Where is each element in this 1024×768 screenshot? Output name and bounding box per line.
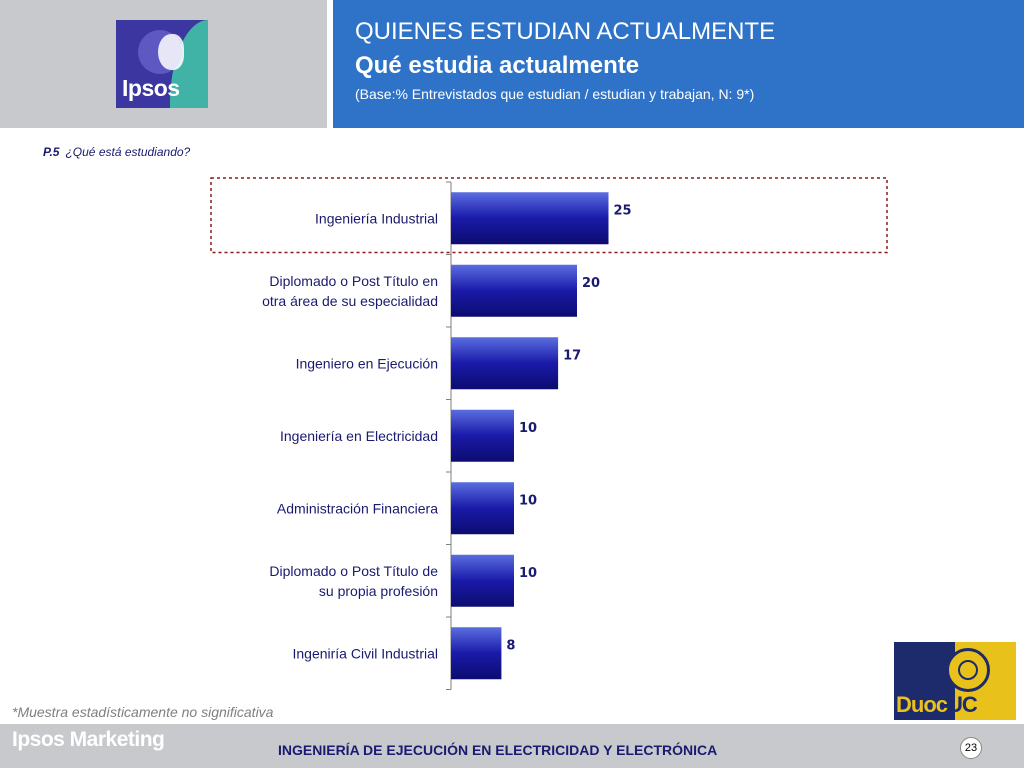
logo-head-icon — [138, 30, 184, 74]
category-label: Ingeniero en Ejecución — [296, 355, 438, 371]
data-label: 8 — [506, 638, 515, 653]
bar — [451, 554, 514, 607]
category-label: Administración Financiera — [277, 500, 438, 516]
data-label: 10 — [519, 493, 537, 508]
category-label-line: Ingeniría Civil Industrial — [292, 645, 438, 661]
category-label: Ingeniería en Electricidad — [280, 428, 438, 444]
page-title: QUIENES ESTUDIAN ACTUALMENTE — [355, 18, 776, 45]
base-note: (Base:% Entrevistados que estudian / est… — [355, 86, 755, 102]
question-label: P.5 ¿Qué está estudiando? — [43, 145, 190, 159]
duoc-logo-text: DuocUC — [896, 692, 978, 717]
bar — [451, 337, 559, 390]
ipsos-logo: Ipsos — [116, 20, 208, 108]
logo-text: Ipsos — [122, 75, 180, 101]
question-text: ¿Qué está estudiando? — [65, 145, 191, 159]
category-label: Diplomado o Post Título en otra área de s… — [262, 273, 438, 309]
footer-bar — [0, 724, 1024, 768]
data-label: 17 — [563, 348, 581, 363]
category-label: Ingeniería Industrial — [315, 210, 438, 226]
category-label-line: Diplomado o Post Título en — [269, 273, 438, 289]
data-label: 25 — [614, 203, 632, 218]
category-label-line: Diplomado o Post Título de — [269, 563, 438, 579]
category-label-line: Ingeniería Industrial — [315, 210, 438, 226]
footer-brand: Ipsos Marketing — [12, 728, 165, 751]
footer-title: INGENIERÍA DE EJECUCIÓN EN ELECTRICIDAD … — [278, 742, 718, 758]
page-number: 23 — [960, 737, 982, 759]
data-label: 20 — [582, 276, 600, 291]
category-label-line: otra área de su especialidad — [262, 293, 438, 309]
duoc-uc-logo: DuocUC — [894, 642, 1016, 720]
bar — [451, 482, 514, 535]
category-label-line: Ingeniería en Electricidad — [280, 428, 438, 444]
page-subtitle: Qué estudia actualmente — [355, 52, 640, 79]
footnote: *Muestra estadísticamente no significati… — [12, 704, 274, 720]
data-label: 10 — [519, 566, 537, 581]
bar — [451, 264, 577, 317]
header-title-panel — [333, 0, 1024, 128]
university-seal-icon — [946, 648, 990, 692]
question-number: P.5 — [43, 145, 60, 159]
category-label: Diplomado o Post Título de su propia prof… — [269, 563, 438, 599]
category-label-line: Ingeniero en Ejecución — [296, 355, 438, 371]
highlight-frame — [210, 177, 888, 254]
data-label: 10 — [519, 421, 537, 436]
bar — [451, 192, 609, 245]
category-label-line: su propia profesión — [319, 583, 438, 599]
bar-chart: Ingeniería Industrial Diplomado o Post Tí… — [210, 177, 888, 690]
category-label: Ingeniría Civil Industrial — [292, 645, 438, 661]
category-label-line: Administración Financiera — [277, 500, 438, 516]
bar — [451, 627, 502, 680]
bar — [451, 409, 514, 462]
